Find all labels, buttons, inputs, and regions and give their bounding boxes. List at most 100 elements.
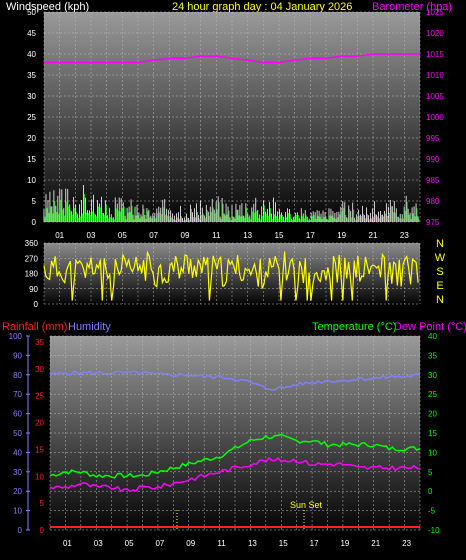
barometer-axis: 1025 1020 1015 1010 1005 1000 995 990 985 980 975 [426,8,444,227]
compass-label: W [435,252,446,264]
temperature-tick-label: -10 [428,526,440,535]
rainfall-tick-label: 25 [35,392,44,401]
rainfall-title: Rainfall (mm) [2,321,67,333]
graph-title: 24 hour graph day : 04 January 2026 [172,1,352,13]
x-tick-label: 03 [94,539,103,548]
windspeed-tick-label: 40 [27,50,36,59]
direction-tick-label: 270 [25,254,39,263]
windspeed-tick-label: 30 [27,92,36,101]
x-tick-label: 09 [181,231,190,240]
temperature-line [49,433,421,479]
wind-x-axis: 01 03 05 07 09 11 13 15 17 19 21 23 [55,231,409,240]
windspeed-tick-label: 5 [32,197,37,206]
rainfall-axis: 35 30 25 20 15 10 5 0 [35,338,44,535]
barometer-tick-label: 1000 [426,113,444,122]
direction-axis: 360 270 180 90 0 [25,239,39,309]
barometer-line [44,53,420,64]
rainfall-tick-label: 30 [35,365,44,374]
x-tick-label: 23 [400,231,409,240]
temperature-tick-label: 0 [428,487,433,496]
x-tick-label: 13 [248,539,257,548]
barometer-tick-label: 1015 [426,50,444,59]
x-tick-label: 19 [337,231,346,240]
humidity-tick-label: 0 [18,526,23,535]
humidity-tick-label: 20 [13,487,22,496]
humidity-tick-label: 80 [13,371,22,380]
temperature-tick-label: 15 [428,429,437,438]
humidity-title: Humidity [68,321,111,333]
windspeed-tick-label: 25 [27,113,36,122]
x-tick-label: 15 [279,539,288,548]
humidity-tick-label: 100 [9,332,23,341]
x-tick-label: 23 [402,539,411,548]
compass-label: N [436,294,444,306]
dewpoint-line [49,456,421,493]
x-tick-label: 11 [212,231,221,240]
x-tick-label: 07 [149,231,158,240]
dewpoint-title: Dew Point (°C) [394,321,466,333]
temperature-tick-label: 25 [428,390,437,399]
humidity-tick-label: 70 [13,390,22,399]
x-tick-label: 11 [217,539,226,548]
x-tick-label: 17 [310,539,319,548]
windspeed-tick-label: 45 [27,29,36,38]
temperature-tick-label: 20 [428,410,437,419]
x-tick-label: 05 [118,231,127,240]
temperature-tick-label: 10 [428,448,437,457]
barometer-tick-label: 990 [426,155,440,164]
x-tick-label: 21 [371,539,380,548]
compass-label: N [436,238,444,250]
barometer-tick-label: 1010 [426,71,444,80]
temperature-tick-label: 30 [428,371,437,380]
humidity-tick-label: 10 [13,507,22,516]
direction-line [43,250,419,301]
rainfall-tick-label: 0 [40,526,45,535]
rainfall-tick-label: 15 [35,445,44,454]
barometer-tick-label: 975 [426,218,440,227]
x-tick-label: 19 [340,539,349,548]
wind-grid [43,11,421,223]
x-tick-label: 09 [186,539,195,548]
temp-grid [49,335,421,531]
x-tick-label: 05 [125,539,134,548]
rainfall-tick-label: 35 [35,338,44,347]
windspeed-tick-label: 35 [27,71,36,80]
compass-label: E [436,280,443,292]
humidity-line [49,370,420,391]
barometer-tick-label: 980 [426,197,440,206]
barometer-title: Barometer (hpa) [372,1,452,13]
windspeed-tick-label: 15 [27,155,36,164]
humidity-tick-label: 90 [13,351,22,360]
x-tick-label: 21 [369,231,378,240]
temperature-axis: 40 35 30 25 20 15 10 5 0 -5 -10 [428,332,440,535]
x-tick-label: 01 [55,231,64,240]
humidity-tick-label: 40 [13,448,22,457]
rainfall-tick-label: 5 [40,499,45,508]
x-tick-label: 01 [63,539,72,548]
humidity-tick-label: 30 [13,468,22,477]
temp-x-axis: 01 03 05 07 09 11 13 15 17 19 21 23 [63,539,412,548]
direction-tick-label: 180 [25,270,39,279]
barometer-tick-label: 995 [426,134,440,143]
barometer-tick-label: 1020 [426,29,444,38]
barometer-tick-label: 1005 [426,92,444,101]
barometer-tick-label: 1025 [426,8,444,17]
x-tick-label: 07 [155,539,164,548]
temperature-tick-label: 35 [428,351,437,360]
windspeed-tick-label: 20 [27,134,36,143]
temperature-title: Temperature (°C) [312,321,396,333]
compass-label: S [436,266,443,278]
humidity-tick-label: 60 [13,410,22,419]
windspeed-tick-label: 50 [27,8,36,17]
x-tick-label: 15 [275,231,284,240]
x-tick-label: 03 [87,231,96,240]
x-tick-label: 17 [306,231,315,240]
x-tick-label: 13 [243,231,252,240]
temperature-tick-label: 40 [428,332,437,341]
direction-tick-label: 90 [29,285,38,294]
windspeed-series [43,184,419,222]
